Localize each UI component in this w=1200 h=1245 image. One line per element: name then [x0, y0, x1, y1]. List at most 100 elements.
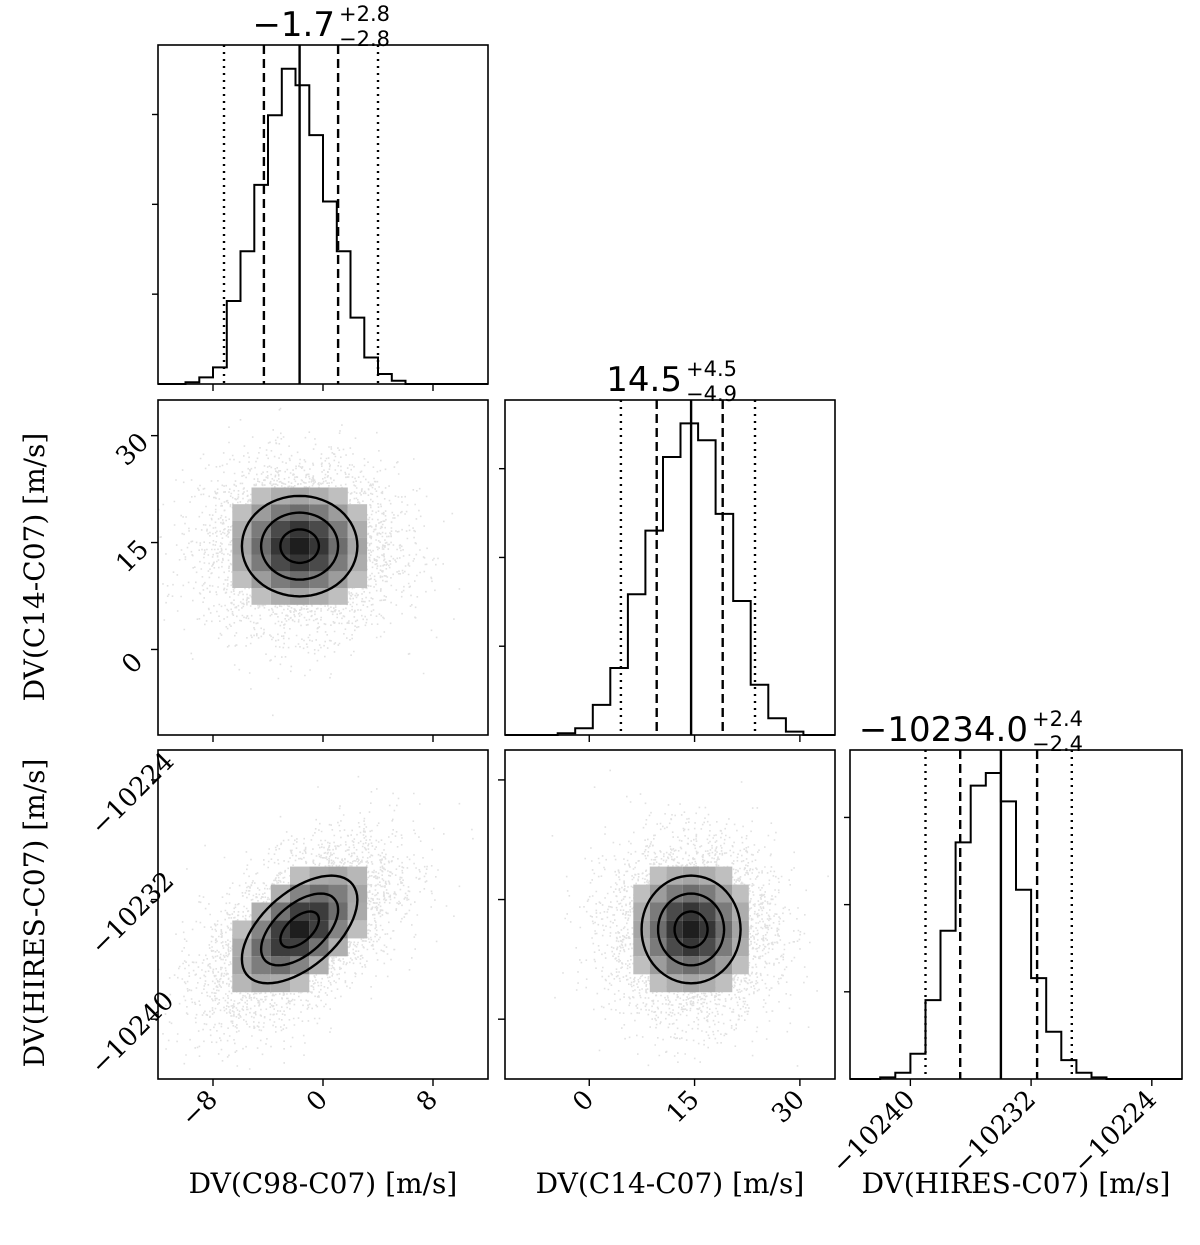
title-err-minus: −4.9 — [686, 382, 737, 406]
density-cell — [251, 571, 271, 588]
density-cell — [666, 884, 683, 903]
density-cell — [328, 554, 348, 572]
density-cell — [232, 571, 252, 588]
x-tick-label: −10240 — [826, 1085, 921, 1180]
density-cell — [347, 866, 368, 885]
density-cell — [309, 920, 329, 939]
y-tick-label: 30 — [110, 427, 155, 472]
density-cell — [290, 974, 310, 993]
title-err-plus: +4.5 — [686, 357, 737, 381]
x-axis-label-0: DV(C98-C07) [m/s] — [189, 1167, 458, 1200]
contour-level-1 — [279, 528, 321, 565]
density-cell — [309, 956, 329, 975]
y-tick-label: −10240 — [85, 986, 180, 1081]
density-cell — [309, 866, 329, 885]
title-value: −1.7 — [252, 5, 335, 45]
density-cell — [649, 884, 667, 903]
x-tick-label: −10224 — [1068, 1085, 1163, 1180]
histogram-title-0: −1.7 +2.8−2.8 — [252, 2, 390, 51]
x-tick-label: 0 — [567, 1085, 600, 1118]
density-cell — [270, 974, 291, 993]
density-cell — [715, 938, 733, 957]
density-cell — [251, 487, 271, 505]
y-tick-label: 0 — [116, 647, 149, 680]
histogram-title-2: −10234.0 +2.4−2.4 — [859, 707, 1083, 756]
density-cell — [649, 956, 667, 975]
y-tick-label: 15 — [110, 534, 155, 579]
density-cell — [715, 866, 733, 885]
density-cell — [309, 554, 329, 572]
density-cell — [251, 521, 271, 538]
density-cell — [270, 521, 291, 538]
x-tick-label: −10232 — [947, 1085, 1042, 1180]
density-cell — [270, 504, 291, 521]
x-tick-label: 15 — [661, 1085, 706, 1130]
scatter-panel-1-0 — [158, 407, 461, 717]
histogram-title-1: 14.5 +4.5−4.9 — [606, 357, 737, 406]
density-cell — [715, 956, 733, 975]
density-cell — [309, 902, 329, 921]
title-err-minus: −2.4 — [1032, 732, 1083, 756]
density-cell — [649, 974, 667, 993]
density-cell — [328, 504, 348, 521]
contour-level-3 — [240, 874, 359, 985]
density-cell — [715, 884, 733, 903]
y-tick-label: −10224 — [85, 746, 180, 841]
density-cell — [715, 974, 733, 993]
density-cell — [347, 902, 368, 921]
density-cell — [699, 938, 716, 957]
density-cell — [309, 504, 329, 521]
scatter-points — [158, 775, 474, 1070]
density-cell — [732, 956, 749, 975]
density-cell — [232, 938, 252, 957]
x-tick-label: 0 — [301, 1085, 334, 1118]
x-tick-label: −8 — [176, 1085, 224, 1133]
density-cell — [633, 956, 650, 975]
contour-level-2 — [656, 892, 726, 967]
density-cell — [270, 902, 291, 921]
scatter-points — [158, 407, 461, 717]
title-err-minus: −2.8 — [339, 27, 390, 51]
density-cell — [309, 521, 329, 538]
density-cell — [328, 521, 348, 538]
density-cell — [232, 504, 252, 521]
title-value: −10234.0 — [859, 710, 1028, 750]
density-cell — [232, 920, 252, 939]
histogram-0 — [158, 67, 488, 385]
density-cell — [347, 504, 368, 521]
x-axis-label-2: DV(HIRES-C07) [m/s] — [862, 1167, 1171, 1200]
density-cell — [328, 571, 348, 588]
density-cell — [666, 902, 683, 921]
title-err-plus: +2.4 — [1032, 707, 1083, 731]
contour-level-3 — [640, 874, 742, 985]
y-axis-label-2: DV(HIRES-C07) [m/s] — [18, 759, 51, 1068]
density-cell — [682, 920, 700, 939]
density-cell — [251, 588, 271, 605]
density-cell — [232, 974, 252, 993]
contour-level-3 — [240, 494, 359, 598]
density-cell — [328, 884, 348, 903]
density-cell — [699, 956, 716, 975]
density-cell — [328, 588, 348, 605]
density-cell — [251, 956, 271, 975]
contour-level-2 — [259, 892, 340, 967]
density-cell — [732, 884, 749, 903]
panel-frame-2-1 — [504, 749, 836, 1080]
density-cell — [251, 902, 271, 921]
density-cell — [270, 571, 291, 588]
density-cell — [699, 902, 716, 921]
density-cell — [699, 884, 716, 903]
density-cell — [633, 884, 650, 903]
scatter-panel-2-1 — [551, 769, 829, 1079]
x-tick-label: 30 — [766, 1085, 811, 1130]
title-value: 14.5 — [606, 360, 682, 400]
density-cell — [290, 537, 310, 555]
density-cell — [309, 938, 329, 957]
histogram-2 — [850, 772, 1182, 1080]
density-cell — [270, 884, 291, 903]
density-cell — [666, 956, 683, 975]
y-axis-label-1: DV(C14-C07) [m/s] — [18, 433, 51, 702]
density-cell — [270, 554, 291, 572]
density-cell — [715, 902, 733, 921]
